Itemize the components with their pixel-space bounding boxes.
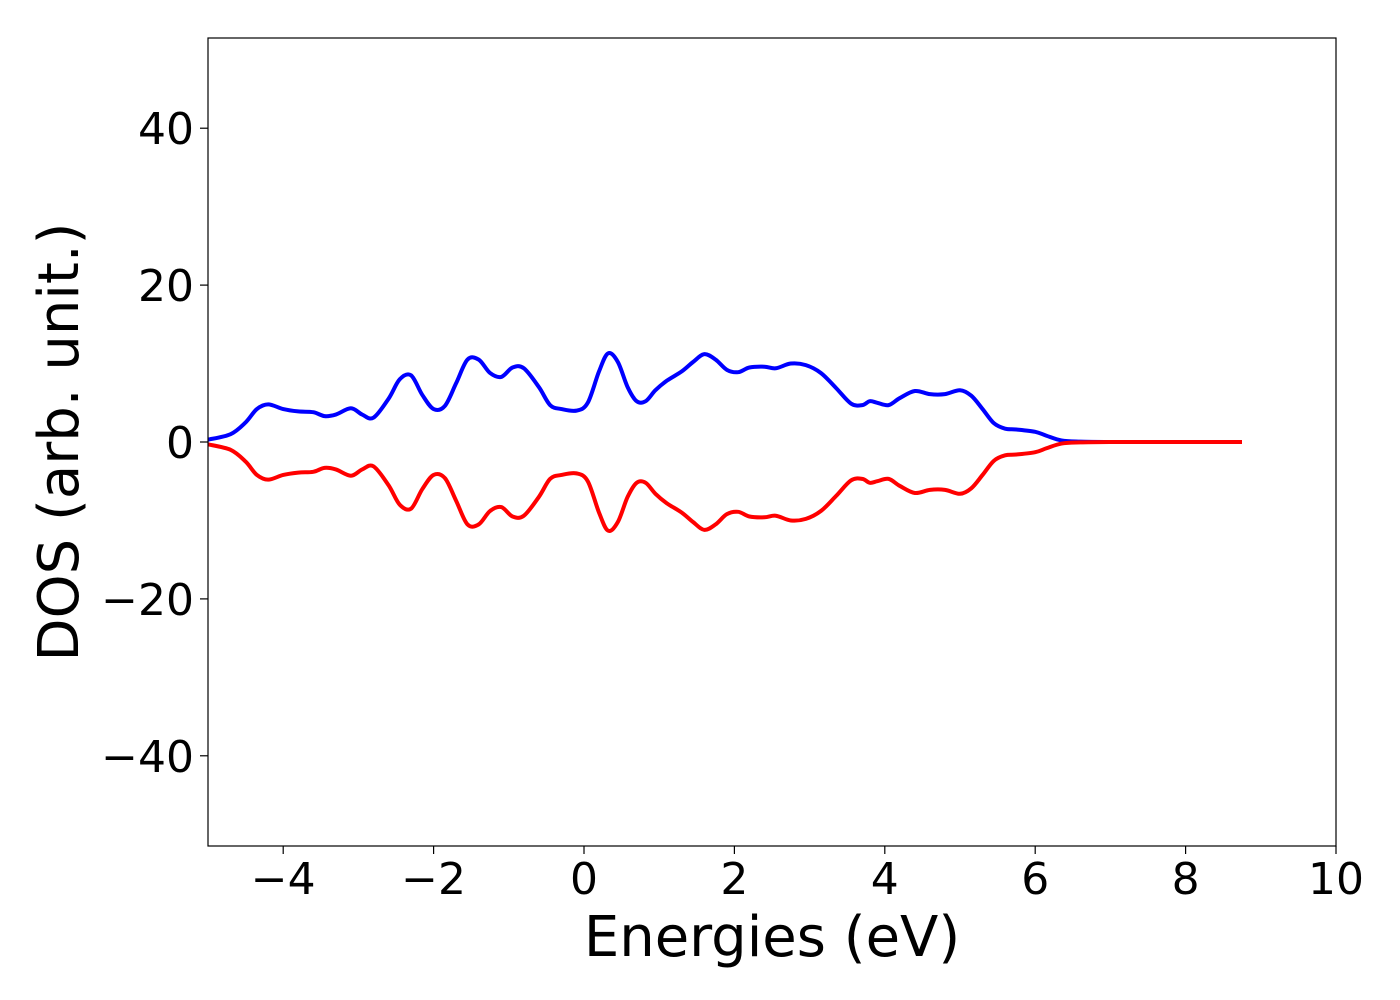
- x-tick-label: 8: [1172, 854, 1200, 905]
- x-axis-title: Energies (eV): [584, 905, 960, 970]
- y-tick-label: −20: [101, 575, 194, 626]
- y-tick-label: −40: [101, 732, 194, 783]
- y-tick-label: 20: [138, 261, 194, 312]
- series-line-red: [207, 439, 1242, 533]
- x-tick-label: −2: [401, 854, 466, 905]
- y-axis: 40 20 0 −20 −40: [101, 104, 208, 783]
- x-tick-label: 2: [720, 854, 748, 905]
- series-layer: [207, 351, 1242, 533]
- y-tick-label: 0: [166, 418, 194, 469]
- y-axis-title: DOS (arb. unit.): [27, 222, 92, 661]
- x-tick-label: 10: [1308, 854, 1364, 905]
- series-line-blue: [207, 351, 1242, 445]
- x-tick-label: 6: [1021, 854, 1049, 905]
- x-tick-label: −4: [251, 854, 316, 905]
- y-tick-label: 40: [138, 104, 194, 155]
- x-tick-label: 0: [570, 854, 598, 905]
- x-axis: −4 −2 0 2 4 6 8 10: [251, 846, 1364, 905]
- x-tick-label: 4: [871, 854, 899, 905]
